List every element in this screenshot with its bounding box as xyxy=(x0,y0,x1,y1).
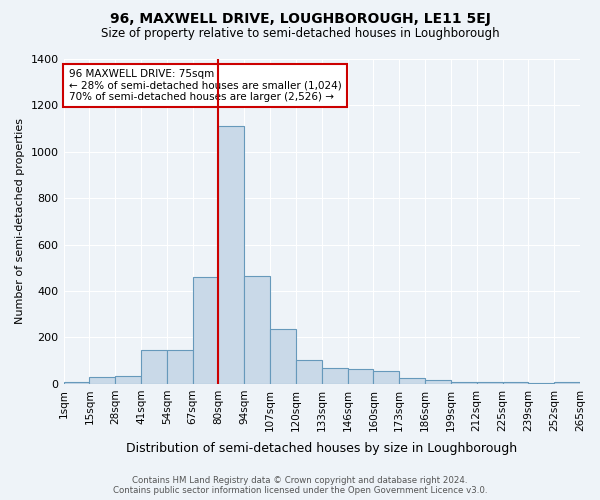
Bar xyxy=(64,382,89,384)
Text: Size of property relative to semi-detached houses in Loughborough: Size of property relative to semi-detach… xyxy=(101,28,499,40)
Bar xyxy=(167,350,193,384)
Bar xyxy=(141,350,167,384)
Bar xyxy=(218,126,244,384)
Bar xyxy=(529,382,554,384)
Bar xyxy=(244,276,270,384)
Bar xyxy=(425,380,451,384)
Y-axis label: Number of semi-detached properties: Number of semi-detached properties xyxy=(15,118,25,324)
Bar xyxy=(193,277,218,384)
Bar xyxy=(115,376,141,384)
Bar xyxy=(477,382,503,384)
Bar xyxy=(554,382,580,384)
Bar xyxy=(399,378,425,384)
Bar xyxy=(451,382,477,384)
Text: Contains HM Land Registry data © Crown copyright and database right 2024.
Contai: Contains HM Land Registry data © Crown c… xyxy=(113,476,487,495)
Bar xyxy=(89,377,115,384)
Bar xyxy=(503,382,529,384)
Bar xyxy=(347,369,373,384)
Bar xyxy=(322,368,347,384)
Text: 96, MAXWELL DRIVE, LOUGHBOROUGH, LE11 5EJ: 96, MAXWELL DRIVE, LOUGHBOROUGH, LE11 5E… xyxy=(110,12,490,26)
Bar xyxy=(296,360,322,384)
Bar xyxy=(373,371,399,384)
X-axis label: Distribution of semi-detached houses by size in Loughborough: Distribution of semi-detached houses by … xyxy=(126,442,517,455)
Bar xyxy=(270,328,296,384)
Text: 96 MAXWELL DRIVE: 75sqm
← 28% of semi-detached houses are smaller (1,024)
70% of: 96 MAXWELL DRIVE: 75sqm ← 28% of semi-de… xyxy=(69,68,341,102)
